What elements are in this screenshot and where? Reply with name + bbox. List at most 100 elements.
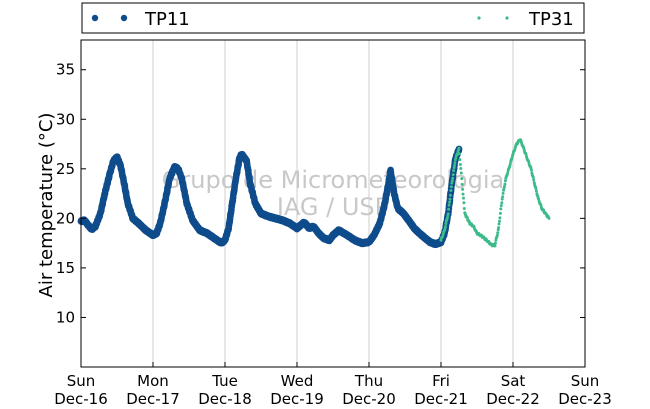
data-point: [534, 187, 538, 190]
grid-lines: [152, 40, 514, 367]
x-tick-label-date: Dec-20: [342, 390, 396, 408]
data-point: [450, 179, 454, 183]
y-tick-label: 20: [56, 209, 75, 227]
data-point: [448, 193, 452, 197]
legend-label-tp11: TP11: [144, 9, 190, 30]
data-point: [547, 216, 551, 220]
data-point: [496, 231, 500, 235]
data-point: [461, 192, 465, 196]
plot-frame: [80, 39, 586, 368]
data-point: [501, 195, 505, 199]
data-point: [461, 187, 465, 191]
legend-marker-tp31: [477, 16, 509, 20]
x-tick-label-day: Wed: [281, 372, 314, 390]
data-point: [452, 169, 456, 173]
y-tick-label: 10: [56, 308, 75, 326]
data-point: [448, 197, 452, 201]
data-point: [497, 222, 501, 226]
data-point: [457, 152, 461, 156]
x-tick-label-day: Sat: [501, 372, 526, 390]
legend-marker-tp11: [91, 14, 128, 22]
data-point: [451, 176, 455, 180]
data-point: [502, 185, 506, 189]
x-tick-label-date: Dec-18: [198, 390, 252, 408]
legend: TP11 TP31: [81, 2, 585, 34]
data-point: [530, 168, 533, 172]
legend-label-tp31: TP31: [528, 9, 574, 30]
data-point: [458, 158, 462, 162]
watermark: Grupo de Micrometeorologia IAG / USP: [162, 166, 504, 221]
x-tick-label-day: Sun: [571, 372, 600, 390]
y-tick-label: 15: [56, 259, 75, 277]
x-tick-label-date: Dec-16: [54, 390, 108, 408]
x-tick-label-day: Thu: [354, 372, 383, 390]
data-point: [499, 204, 503, 208]
data-point: [460, 182, 464, 186]
data-point: [447, 207, 451, 211]
data-point: [459, 167, 463, 170]
data-point: [503, 182, 507, 186]
data-point: [444, 222, 448, 226]
legend-dot: [120, 14, 128, 22]
x-tick-label-date: Dec-17: [126, 390, 180, 408]
watermark-line-1: Grupo de Micrometeorologia: [162, 166, 504, 194]
data-point: [493, 241, 497, 245]
data-point: [498, 219, 501, 223]
series-layer: [77, 138, 551, 249]
data-point: [498, 216, 502, 220]
y-axis: 10 15 20 25 30 35: [56, 61, 585, 326]
data-point: [500, 201, 504, 205]
data-point: [460, 177, 464, 181]
x-tick-label-date: Dec-23: [558, 390, 612, 408]
watermark-line-2: IAG / USP: [277, 193, 389, 221]
data-point: [506, 171, 510, 175]
data-point: [459, 171, 463, 175]
x-tick-label-day: Sun: [67, 372, 96, 390]
legend-dot: [505, 16, 509, 20]
data-point: [531, 175, 535, 179]
y-tick-label: 35: [56, 61, 75, 79]
data-point: [447, 203, 451, 207]
data-point: [462, 201, 466, 205]
data-point: [449, 189, 453, 192]
x-tick-label-date: Dec-22: [486, 390, 540, 408]
y-tick-label: 30: [56, 110, 75, 128]
legend-dot: [91, 14, 99, 22]
x-tick-label-day: Fri: [432, 372, 450, 390]
data-point: [503, 179, 507, 183]
y-tick-label: 25: [56, 160, 75, 178]
data-point: [446, 212, 450, 216]
data-point: [444, 225, 447, 229]
x-tick-label-day: Mon: [137, 372, 169, 390]
y-axis-label: Air temperature (°C): [36, 113, 57, 298]
data-point: [453, 164, 456, 167]
data-point: [445, 216, 449, 220]
data-point: [448, 200, 452, 204]
data-point: [495, 233, 499, 237]
data-point: [458, 163, 462, 166]
data-point: [451, 173, 455, 177]
data-point: [499, 207, 503, 211]
data-point: [462, 196, 465, 200]
data-point: [462, 207, 466, 210]
data-point: [449, 185, 453, 189]
data-point: [534, 189, 538, 193]
data-point: [457, 146, 461, 150]
legend-box: [81, 2, 585, 34]
data-point: [497, 226, 501, 230]
data-point: [532, 178, 536, 182]
x-tick-label-date: Dec-19: [270, 390, 324, 408]
data-point: [498, 211, 502, 215]
series-tp31: [439, 138, 551, 248]
data-point: [500, 197, 504, 201]
series-tp11: [77, 145, 463, 249]
x-tick-label-day: Tue: [211, 372, 238, 390]
data-point: [510, 156, 514, 160]
x-axis: SunDec-16MonDec-17TueDec-18WedDec-19ThuD…: [54, 362, 612, 408]
data-point: [453, 161, 457, 165]
legend-dot: [477, 16, 481, 20]
data-point: [493, 244, 497, 248]
data-point: [501, 191, 505, 195]
data-point: [508, 162, 512, 166]
